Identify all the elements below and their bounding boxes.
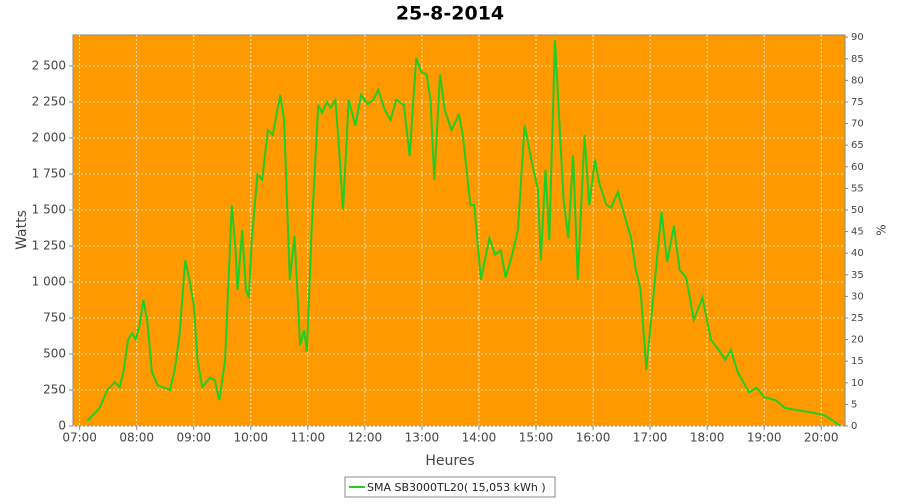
y2-tick-label: 80 [851, 75, 864, 86]
x-axis-label: Heures [425, 453, 474, 469]
y2-tick-label: 60 [851, 162, 864, 173]
y-tick-label: 500 [43, 346, 66, 360]
x-tick-label: 14:00 [462, 431, 497, 445]
legend-label: SMA SB3000TL20( 15,053 kWh ) [367, 481, 546, 494]
x-tick-label: 15:00 [519, 431, 554, 445]
legend [344, 476, 556, 498]
y2-tick-label: 90 [851, 32, 864, 43]
x-tick-label: 20:00 [804, 431, 839, 445]
series-line [86, 39, 841, 427]
y2-tick-label: 75 [851, 97, 864, 108]
y2-tick-label: 85 [851, 54, 864, 65]
y-tick-label: 2 500 [32, 58, 66, 72]
y2-tick-label: 5 [851, 399, 857, 410]
y-tick-label: 1 250 [32, 238, 66, 252]
x-tick-label: 16:00 [576, 431, 611, 445]
y2-tick-label: 40 [851, 248, 864, 259]
chart-title: 25-8-2014 [396, 3, 504, 25]
y-tick-label: 2 000 [32, 130, 66, 144]
y-axis-label: Watts [14, 210, 30, 250]
y2-tick-label: 25 [851, 313, 864, 324]
x-tick-label: 09:00 [176, 431, 211, 445]
y2-tick-label: 20 [851, 335, 864, 346]
y2-tick-label: 65 [851, 140, 864, 151]
y-tick-label: 1 750 [32, 166, 66, 180]
x-tick-label: 10:00 [233, 431, 268, 445]
y2-tick-label: 10 [851, 378, 864, 389]
y-tick-label: 1 500 [32, 202, 66, 216]
plot-area [72, 34, 846, 427]
x-tick-label: 07:00 [62, 431, 97, 445]
y2-axis-label: % [875, 224, 889, 235]
y2-tick-label: 0 [851, 421, 857, 432]
x-tick-label: 08:00 [119, 431, 154, 445]
x-tick-label: 12:00 [348, 431, 383, 445]
y2-tick-label: 45 [851, 227, 864, 238]
y2-tick-label: 30 [851, 291, 864, 302]
y2-tick-label: 35 [851, 270, 864, 281]
y2-tick-label: 55 [851, 183, 864, 194]
y-tick-label: 750 [43, 310, 66, 324]
y2-tick-label: 70 [851, 119, 864, 130]
x-tick-label: 13:00 [405, 431, 440, 445]
x-tick-label: 17:00 [633, 431, 668, 445]
y-tick-label: 0 [58, 419, 66, 433]
x-tick-label: 19:00 [747, 431, 782, 445]
y2-tick-label: 50 [851, 205, 864, 216]
x-tick-label: 18:00 [690, 431, 725, 445]
y-tick-label: 1 000 [32, 274, 66, 288]
y2-tick-label: 15 [851, 356, 864, 367]
x-tick-label: 11:00 [291, 431, 326, 445]
y-tick-label: 2 250 [32, 94, 66, 108]
y-tick-label: 250 [43, 382, 66, 396]
